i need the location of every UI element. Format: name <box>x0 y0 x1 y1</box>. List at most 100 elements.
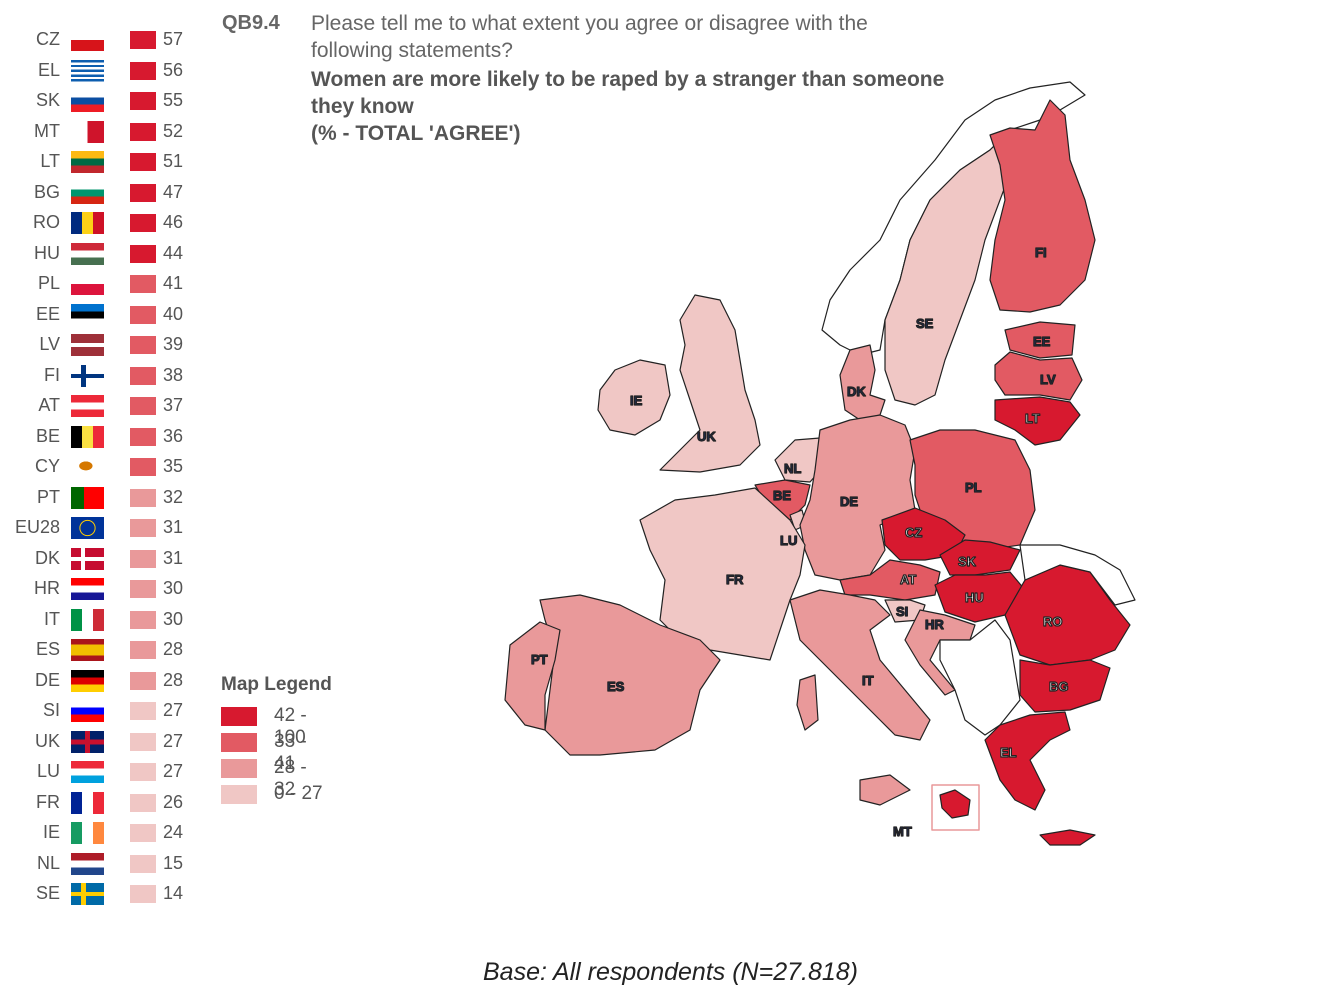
flag-icon <box>71 212 104 234</box>
flag-icon <box>71 669 104 692</box>
country-code: FI <box>44 364 60 385</box>
country-code: PT <box>36 486 60 507</box>
country-code: SK <box>35 90 60 110</box>
country-code: HU <box>34 242 60 263</box>
band-swatch <box>130 336 156 354</box>
map-label-dk: DK <box>847 384 866 399</box>
country-value: 24 <box>163 822 184 842</box>
ranking-row: PT 32 <box>0 483 200 513</box>
map-label-mt: MT <box>893 824 912 839</box>
map-label-lt: LT <box>1025 411 1040 426</box>
legend-label: 42 - 100 <box>274 705 307 748</box>
flag-icon <box>71 700 104 722</box>
country-code: EU28 <box>14 517 60 537</box>
band-swatch <box>130 214 156 232</box>
country-value: 27 <box>163 700 184 720</box>
ranking-row: CY 35 <box>0 452 200 482</box>
ranking-row: EE 40 <box>0 300 200 330</box>
country-value: 31 <box>163 547 184 568</box>
country-lt <box>994 396 1081 446</box>
legend-swatch <box>221 759 257 778</box>
malta-inset-frame <box>931 784 980 831</box>
map-label-el: EL <box>1000 745 1017 760</box>
band-swatch <box>130 183 156 202</box>
flag-icon <box>71 791 104 814</box>
map-label-lu: LU <box>780 533 797 548</box>
country-it-sardinia <box>796 674 819 731</box>
band-swatch <box>130 488 156 507</box>
legend-swatch <box>221 707 257 726</box>
ranking-row: FR 26 <box>0 788 200 818</box>
country-value: 28 <box>163 639 184 659</box>
country-value: 35 <box>163 456 184 476</box>
country-code: CZ <box>36 29 60 49</box>
country-bg <box>1019 659 1111 713</box>
ranking-row: HU 44 <box>0 239 200 269</box>
ranking-row: AT 37 <box>0 391 200 421</box>
flag-icon <box>71 761 104 783</box>
band-swatch <box>130 275 156 293</box>
band-swatch <box>130 793 156 812</box>
country-value: 46 <box>163 212 184 232</box>
flag-icon <box>71 547 104 570</box>
country-value: 27 <box>163 730 184 751</box>
band-swatch <box>130 854 156 873</box>
country-balkans <box>939 619 1021 736</box>
ranking-row: IE 24 <box>0 818 200 848</box>
flag-icon <box>71 578 104 600</box>
question-code: QB9.4 <box>222 12 280 34</box>
legend-swatch <box>221 733 257 752</box>
country-code: AT <box>38 395 60 415</box>
country-value: 39 <box>163 334 184 354</box>
map-label-es: ES <box>607 679 625 694</box>
country-code: LV <box>39 334 60 354</box>
band-swatch <box>130 61 156 80</box>
map-label-be: BE <box>773 488 791 503</box>
flag-icon <box>71 883 104 905</box>
flag-icon <box>71 181 104 204</box>
flag-icon <box>71 273 104 295</box>
ranking-row: PL 41 <box>0 269 200 299</box>
country-code: HR <box>34 578 60 598</box>
ranking-row: HR 30 <box>0 574 200 604</box>
ranking-row: EU28 31 <box>0 513 200 543</box>
map-label-lv: LV <box>1040 372 1056 387</box>
country-code: EL <box>37 59 60 80</box>
band-swatch <box>130 580 156 598</box>
band-swatch <box>130 732 156 751</box>
band-swatch <box>130 885 156 903</box>
map-legend: Map Legend 42 - 100 33 - 41 28 - 32 0 - … <box>221 674 332 808</box>
map-label-cz: CZ <box>905 525 922 540</box>
map-label-ee: EE <box>1033 334 1051 349</box>
band-swatch <box>130 31 156 49</box>
question-text: Please tell me to what extent you agree … <box>311 12 868 62</box>
country-code: FR <box>36 791 60 812</box>
country-uk <box>659 294 761 473</box>
country-value: 30 <box>163 578 184 598</box>
legend-item: 33 - 41 <box>221 730 332 774</box>
country-code: NL <box>36 852 60 873</box>
flag-icon <box>71 425 104 448</box>
country-code: PL <box>37 273 60 293</box>
country-code: IE <box>42 822 60 842</box>
country-value: 40 <box>163 303 184 324</box>
country-value: 57 <box>163 29 184 49</box>
band-swatch <box>130 702 156 720</box>
flag-icon <box>71 395 104 417</box>
map-label-sk: SK <box>958 554 977 569</box>
legend-title: Map Legend <box>221 674 332 695</box>
band-swatch <box>130 610 156 629</box>
map-label-hr: HR <box>925 617 944 632</box>
map-label-se: SE <box>916 316 934 331</box>
country-code: RO <box>33 212 60 232</box>
map-label-nl: NL <box>784 461 801 476</box>
country-code: MT <box>34 120 60 141</box>
flag-icon <box>71 303 104 326</box>
country-value: 31 <box>163 517 184 537</box>
country-el-crete <box>1039 829 1096 846</box>
map-label-ie: IE <box>630 393 643 408</box>
band-swatch <box>130 397 156 415</box>
country-code: LT <box>40 151 60 171</box>
map-label-it: IT <box>862 673 874 688</box>
map-label-hu: HU <box>965 590 984 605</box>
